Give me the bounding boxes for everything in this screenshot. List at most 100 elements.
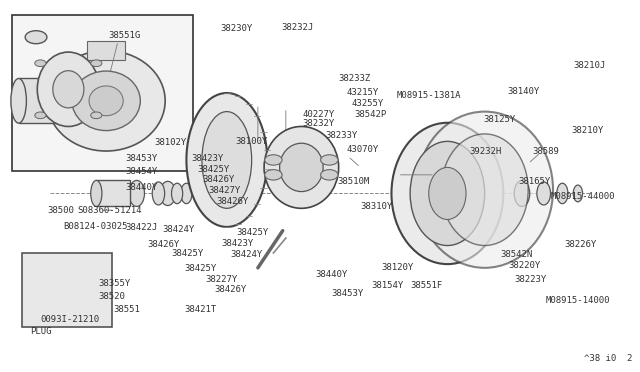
Text: M08915-1381A: M08915-1381A — [396, 92, 461, 100]
Text: 38227Y: 38227Y — [205, 275, 237, 283]
Text: 38440Y: 38440Y — [125, 183, 158, 192]
Bar — [88, 41, 125, 60]
Ellipse shape — [186, 93, 267, 227]
Text: 38423Y: 38423Y — [191, 154, 223, 163]
Text: 38154Y: 38154Y — [371, 281, 403, 290]
Text: 38425Y: 38425Y — [171, 249, 203, 258]
Ellipse shape — [160, 182, 175, 205]
Text: 38542P: 38542P — [355, 110, 387, 119]
Text: 38589: 38589 — [532, 147, 559, 156]
Ellipse shape — [129, 180, 145, 206]
Text: 38223Y: 38223Y — [514, 275, 546, 283]
Ellipse shape — [91, 180, 102, 206]
Text: 43255Y: 43255Y — [351, 99, 383, 108]
Text: 38520: 38520 — [98, 292, 125, 301]
Text: 38426Y: 38426Y — [147, 240, 179, 249]
Text: 38426Y: 38426Y — [214, 285, 246, 294]
Text: 38210Y: 38210Y — [572, 126, 604, 135]
Text: 38102Y: 38102Y — [154, 138, 186, 147]
Ellipse shape — [91, 60, 102, 67]
Text: 38120Y: 38120Y — [381, 263, 414, 272]
Ellipse shape — [35, 112, 46, 119]
Text: 38426Y: 38426Y — [203, 175, 235, 184]
Ellipse shape — [321, 170, 338, 180]
Ellipse shape — [172, 183, 182, 204]
Text: 38453Y: 38453Y — [125, 154, 158, 163]
Text: ^38 i0  2: ^38 i0 2 — [584, 355, 632, 363]
Ellipse shape — [410, 141, 484, 246]
Ellipse shape — [573, 185, 582, 202]
Text: 38500: 38500 — [47, 206, 74, 215]
Ellipse shape — [514, 180, 530, 206]
Text: 38453Y: 38453Y — [331, 289, 364, 298]
Text: M08915-44000: M08915-44000 — [550, 192, 615, 201]
Ellipse shape — [537, 182, 550, 205]
Text: 38310Y: 38310Y — [360, 202, 393, 211]
Text: 40227Y: 40227Y — [303, 110, 335, 119]
Ellipse shape — [152, 182, 164, 205]
Text: 38165Y: 38165Y — [519, 177, 551, 186]
Text: 38510M: 38510M — [337, 177, 370, 186]
Ellipse shape — [265, 170, 282, 180]
Text: 38226Y: 38226Y — [564, 240, 596, 249]
Text: 38232Y: 38232Y — [303, 119, 335, 128]
Bar — [19, 78, 72, 123]
Ellipse shape — [557, 183, 568, 204]
Ellipse shape — [47, 51, 165, 151]
Text: 38230Y: 38230Y — [221, 24, 253, 33]
Text: 38100Y: 38100Y — [235, 137, 267, 146]
Ellipse shape — [321, 155, 338, 165]
Text: 38551G: 38551G — [109, 31, 141, 40]
Text: 39232H: 39232H — [470, 147, 502, 156]
Text: 38233Z: 38233Z — [339, 74, 371, 83]
Text: 38220Y: 38220Y — [508, 262, 541, 270]
Text: 43215Y: 43215Y — [346, 88, 378, 97]
Text: B08124-03025: B08124-03025 — [63, 222, 128, 231]
Text: 38426Y: 38426Y — [216, 197, 248, 206]
Ellipse shape — [429, 167, 466, 219]
Ellipse shape — [35, 60, 46, 67]
Text: 38232J: 38232J — [282, 23, 314, 32]
Ellipse shape — [441, 134, 528, 246]
Ellipse shape — [181, 183, 192, 204]
Text: 38233Y: 38233Y — [326, 131, 358, 140]
Ellipse shape — [89, 86, 124, 116]
Text: 38425Y: 38425Y — [184, 264, 217, 273]
Text: 38551F: 38551F — [411, 281, 443, 290]
Ellipse shape — [392, 123, 503, 264]
Text: 38425Y: 38425Y — [236, 228, 268, 237]
Text: 38454Y: 38454Y — [125, 167, 158, 176]
Ellipse shape — [53, 71, 84, 108]
Ellipse shape — [264, 126, 339, 208]
Text: 43070Y: 43070Y — [347, 145, 379, 154]
Bar — [96, 180, 131, 206]
Text: 38424Y: 38424Y — [163, 225, 195, 234]
Text: M08915-14000: M08915-14000 — [545, 296, 610, 305]
Ellipse shape — [417, 112, 553, 268]
Text: 38355Y: 38355Y — [98, 279, 131, 288]
Text: 38440Y: 38440Y — [316, 270, 348, 279]
Ellipse shape — [37, 52, 99, 126]
Text: 38427Y: 38427Y — [209, 186, 241, 195]
Bar — [12, 15, 193, 171]
Text: 38140Y: 38140Y — [508, 87, 540, 96]
Ellipse shape — [202, 112, 252, 208]
Bar — [22, 253, 112, 327]
Ellipse shape — [25, 31, 47, 44]
Ellipse shape — [280, 143, 323, 192]
Ellipse shape — [265, 155, 282, 165]
Text: 38421T: 38421T — [184, 305, 216, 314]
Text: 38424Y: 38424Y — [230, 250, 263, 259]
Ellipse shape — [204, 179, 218, 201]
Text: 38542N: 38542N — [501, 250, 533, 259]
Text: 38551: 38551 — [114, 305, 141, 314]
Text: 38425Y: 38425Y — [198, 165, 230, 174]
Text: 38210J: 38210J — [573, 61, 605, 70]
Text: 38125Y: 38125Y — [483, 115, 516, 124]
Ellipse shape — [72, 71, 140, 131]
Ellipse shape — [11, 78, 26, 123]
Text: S08360-51214: S08360-51214 — [77, 206, 142, 215]
Text: PLUG: PLUG — [30, 327, 51, 336]
Ellipse shape — [91, 112, 102, 119]
Text: 38422J: 38422J — [125, 223, 158, 232]
